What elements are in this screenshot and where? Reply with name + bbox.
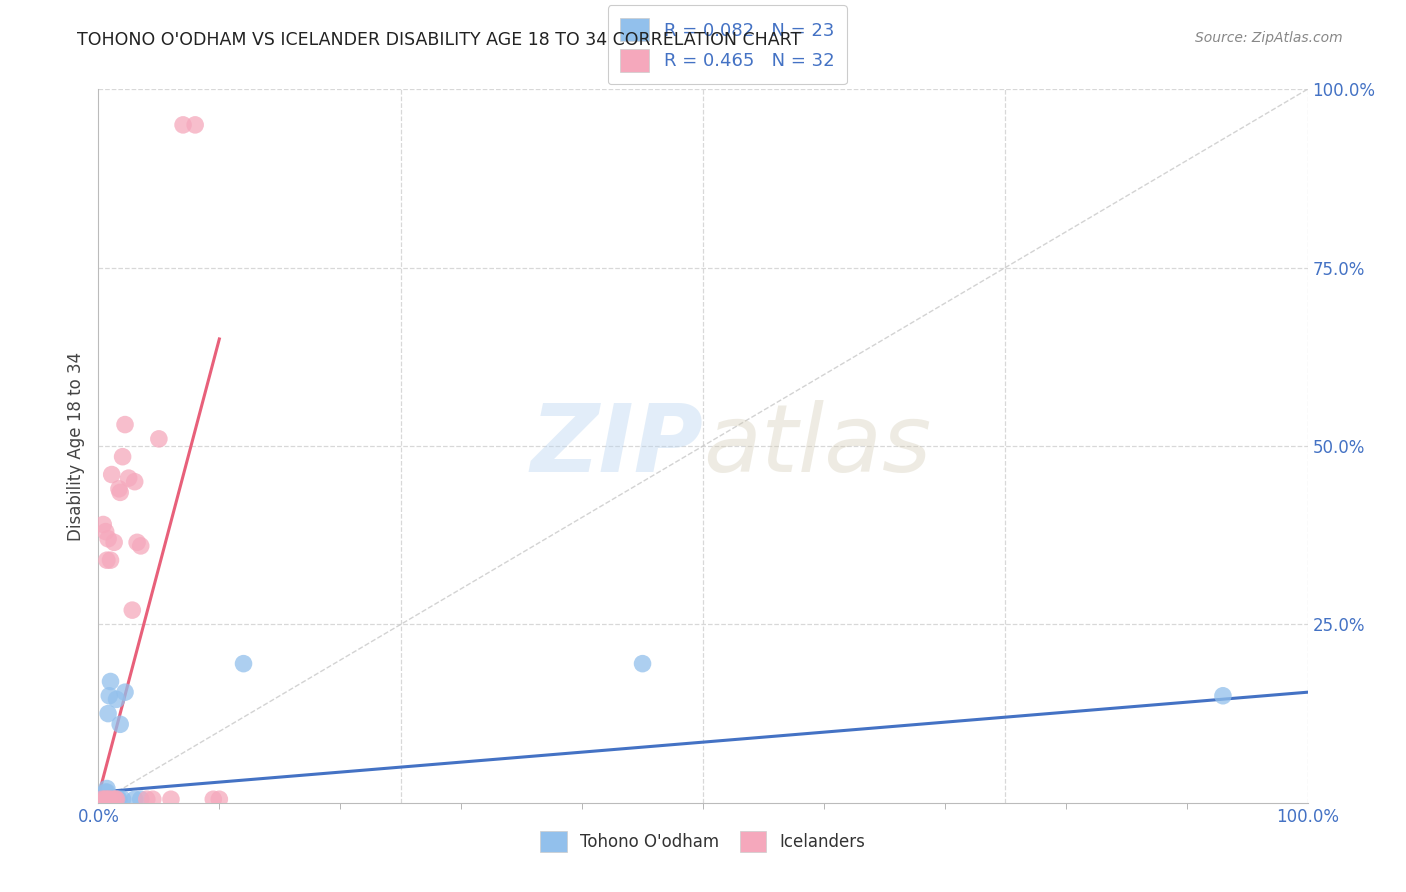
Point bbox=[135, 792, 157, 806]
Point bbox=[105, 692, 128, 706]
Point bbox=[100, 467, 122, 482]
Point bbox=[124, 792, 146, 806]
Point bbox=[93, 792, 115, 806]
Point bbox=[91, 792, 114, 806]
Point bbox=[172, 118, 194, 132]
Point bbox=[101, 792, 124, 806]
Point bbox=[94, 785, 117, 799]
Point bbox=[97, 706, 120, 721]
Point bbox=[202, 792, 225, 806]
Point bbox=[96, 781, 118, 796]
Point bbox=[103, 535, 125, 549]
Point bbox=[118, 471, 141, 485]
Point bbox=[94, 792, 117, 806]
Point bbox=[97, 792, 120, 806]
Legend: Tohono O'odham, Icelanders: Tohono O'odham, Icelanders bbox=[534, 824, 872, 859]
Point bbox=[129, 792, 152, 806]
Text: ZIP: ZIP bbox=[530, 400, 703, 492]
Point bbox=[96, 785, 118, 799]
Point bbox=[108, 482, 131, 496]
Point bbox=[160, 792, 183, 806]
Point bbox=[100, 553, 122, 567]
Point bbox=[100, 792, 122, 806]
Point bbox=[184, 118, 207, 132]
Point bbox=[108, 485, 131, 500]
Point bbox=[100, 674, 122, 689]
Point bbox=[103, 792, 125, 806]
Point bbox=[208, 792, 231, 806]
Point bbox=[114, 417, 136, 432]
Point bbox=[114, 685, 136, 699]
Point bbox=[98, 689, 121, 703]
Point bbox=[96, 553, 118, 567]
Point bbox=[127, 535, 149, 549]
Text: TOHONO O'ODHAM VS ICELANDER DISABILITY AGE 18 TO 34 CORRELATION CHART: TOHONO O'ODHAM VS ICELANDER DISABILITY A… bbox=[77, 31, 801, 49]
Point bbox=[111, 450, 134, 464]
Point bbox=[108, 792, 131, 806]
Point bbox=[232, 657, 254, 671]
Point bbox=[98, 792, 121, 806]
Text: atlas: atlas bbox=[703, 401, 931, 491]
Point bbox=[101, 792, 124, 806]
Point bbox=[91, 792, 114, 806]
Point bbox=[108, 717, 131, 731]
Point bbox=[105, 792, 128, 806]
Point bbox=[111, 792, 134, 806]
Point bbox=[107, 792, 129, 806]
Point bbox=[1212, 689, 1234, 703]
Y-axis label: Disability Age 18 to 34: Disability Age 18 to 34 bbox=[66, 351, 84, 541]
Point bbox=[104, 792, 127, 806]
Point bbox=[631, 657, 654, 671]
Point bbox=[97, 532, 120, 546]
Point bbox=[91, 792, 114, 806]
Text: Source: ZipAtlas.com: Source: ZipAtlas.com bbox=[1195, 31, 1343, 45]
Point bbox=[148, 432, 170, 446]
Point bbox=[94, 524, 117, 539]
Point bbox=[121, 603, 143, 617]
Point bbox=[142, 792, 165, 806]
Point bbox=[91, 517, 114, 532]
Point bbox=[124, 475, 146, 489]
Point bbox=[129, 539, 152, 553]
Point bbox=[93, 792, 115, 806]
